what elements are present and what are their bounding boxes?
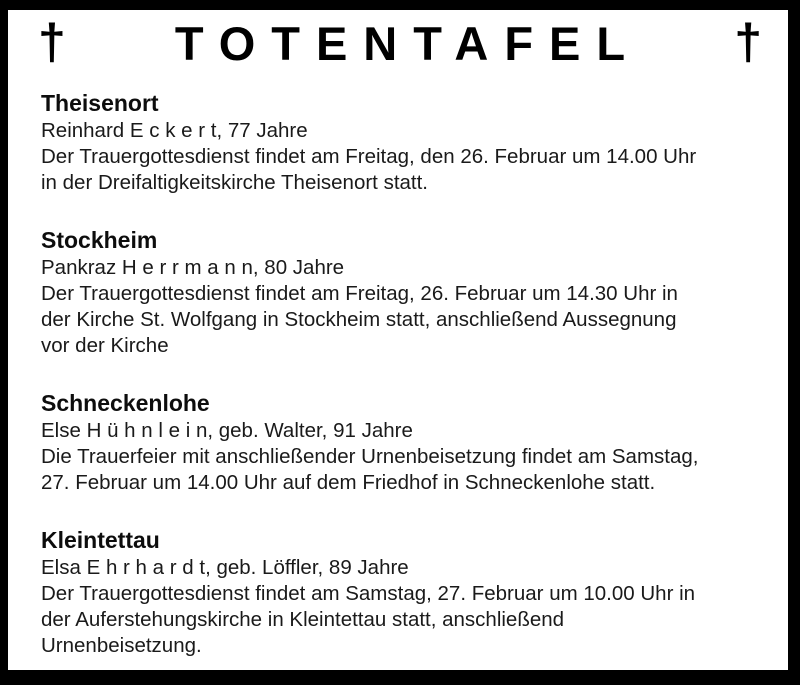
notice-body: Else H ü h n l e i n, geb. Walter, 91 Ja… [41,418,770,496]
notice-line: 27. Februar um 14.00 Uhr auf dem Friedho… [41,471,656,494]
notice-line: Elsa E h r h a r d t, geb. Löffler, 89 J… [41,556,409,579]
death-notice: Schneckenlohe Else H ü h n l e i n, geb.… [41,390,770,496]
notice-body: Reinhard E c k e r t, 77 Jahre Der Trauer… [41,118,770,196]
notice-line: der Auferstehungskirche in Kleintettau s… [41,608,565,631]
notice-town-heading: Kleintettau [41,527,160,553]
notice-line: Die Trauerfeier mit anschließender Urnen… [41,445,699,468]
notice-town-heading: Schneckenlohe [41,390,210,416]
notice-town-heading: Theisenort [41,90,159,116]
notice-line: Der Trauergottesdienst findet am Samstag… [41,582,696,605]
death-notice: Kleintettau Elsa E h r h a r d t, geb. L… [41,527,770,659]
notice-line: Else H ü h n l e i n, geb. Walter, 91 Ja… [41,419,413,442]
notice-line: Pankraz H e r r m a n n, 80 Jahre [41,256,345,279]
death-notice: Theisenort Reinhard E c k e r t, 77 Jahr… [41,90,770,196]
masthead: † TOTENTAFEL † [8,10,788,78]
notice-line: Der Trauergottesdienst findet am Freitag… [41,282,678,305]
cross-icon: † [38,14,66,70]
notice-line: Urnenbeisetzung. [41,634,202,657]
notice-body: Elsa E h r h a r d t, geb. Löffler, 89 J… [41,555,770,659]
notice-line: der Kirche St. Wolfgang in Stockheim sta… [41,308,677,331]
notice-line: Reinhard E c k e r t, 77 Jahre [41,119,308,142]
notices-list: Theisenort Reinhard E c k e r t, 77 Jahr… [8,78,788,659]
death-notice: Stockheim Pankraz H e r r m a n n, 80 Ja… [41,227,770,359]
notice-town-heading: Stockheim [41,227,158,253]
cross-icon: † [734,14,762,70]
notice-line: vor der Kirche [41,334,169,357]
notice-line: in der Dreifaltigkeitskirche Theisenort … [41,171,429,194]
notice-body: Pankraz H e r r m a n n, 80 Jahre Der Tra… [41,255,770,359]
notice-line: Der Trauergottesdienst findet am Freitag… [41,145,697,168]
page-title: TOTENTAFEL [174,17,642,70]
